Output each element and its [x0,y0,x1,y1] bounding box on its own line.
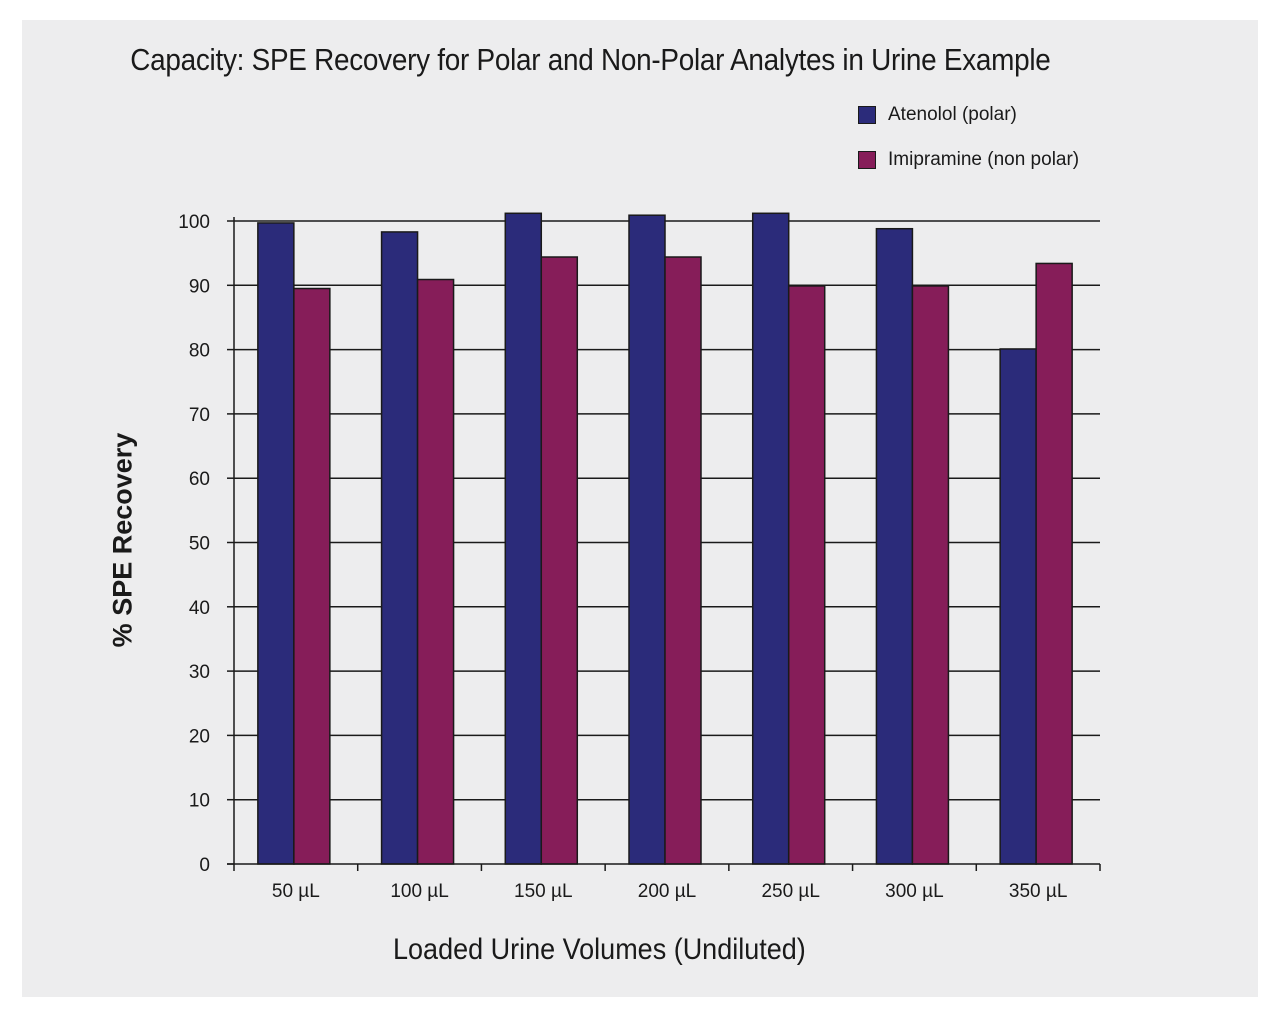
y-tick-label-10: 10 [189,791,210,812]
bar-imipramine-6 [911,285,950,865]
legend-label-atenolol: Atenolol (polar) [888,104,1017,125]
y-tick-label-100: 100 [178,212,210,233]
bar-atenolol-7 [999,348,1037,865]
legend-label-imipramine: Imipramine (non polar) [888,149,1080,170]
y-tick-label-60: 60 [189,469,210,490]
bar-atenolol-6 [875,227,914,865]
y-tick-label-50: 50 [189,534,210,555]
legend: Atenolol (polar) Imipramine (non polar) [858,102,1079,192]
x-tick-label-2: 100 µL [390,881,449,902]
y-tick-label-90: 90 [189,276,210,297]
legend-item-imipramine: Imipramine (non polar) [858,147,1079,173]
bar-imipramine-2 [416,278,455,865]
bar-atenolol-4 [628,214,666,865]
y-tick-label-30: 30 [189,662,210,683]
legend-item-atenolol: Atenolol (polar) [858,102,1079,128]
bar-atenolol-2 [380,231,419,865]
legend-swatch-imipramine [858,151,876,169]
x-axis-label: Loaded Urine Volumes (Undiluted) [393,933,806,966]
bar-imipramine-5 [787,285,826,865]
bar-imipramine-1 [293,287,331,865]
bar-imipramine-7 [1035,262,1073,865]
x-tick-label-3: 150 µL [514,881,573,902]
bar-atenolol-5 [751,212,790,865]
bar-imipramine-3 [540,256,579,865]
y-tick-label-40: 40 [189,598,210,619]
x-tick-label-7: 350 µL [1009,881,1068,902]
x-tick-label-4: 200 µL [638,881,697,902]
y-tick-label-0: 0 [199,855,210,876]
x-tick-label-1: 50 µL [272,881,320,902]
x-tick-label-5: 250 µL [761,881,820,902]
chart-title: Capacity: SPE Recovery for Polar and Non… [130,42,1051,77]
y-tick-label-70: 70 [189,405,210,426]
bar-atenolol-3 [504,212,543,865]
legend-swatch-atenolol [858,106,876,124]
y-tick-label-80: 80 [189,341,210,362]
y-tick-label-20: 20 [189,726,210,747]
bar-imipramine-4 [664,256,702,865]
x-tick-label-6: 300 µL [885,881,944,902]
bar-atenolol-1 [257,222,295,865]
